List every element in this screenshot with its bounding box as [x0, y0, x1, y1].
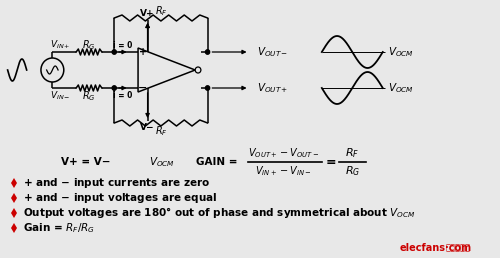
Text: V+ = V−: V+ = V− [61, 157, 110, 167]
Text: Gain = $R_F/R_G$: Gain = $R_F/R_G$ [23, 221, 95, 235]
Text: i = 0: i = 0 [113, 41, 132, 50]
Text: $V_{IN+} - V_{IN-}$: $V_{IN+} - V_{IN-}$ [256, 164, 312, 178]
Text: $V_{IN-}$: $V_{IN-}$ [50, 90, 70, 102]
Text: $\mathbf{+}$ and $\mathbf{-}$ input voltages are equal: $\mathbf{+}$ and $\mathbf{-}$ input volt… [23, 191, 218, 205]
Text: $V_{OUT-}$: $V_{OUT-}$ [257, 45, 288, 59]
Circle shape [112, 50, 116, 54]
Text: $V_{OUT+}$: $V_{OUT+}$ [257, 81, 288, 95]
Text: $V_{OCM}$: $V_{OCM}$ [149, 155, 175, 169]
Text: i = 0: i = 0 [113, 91, 132, 100]
Text: −: − [138, 83, 147, 93]
Text: $R_F$: $R_F$ [345, 146, 360, 160]
Text: $R_F$: $R_F$ [154, 4, 168, 18]
Text: +: + [139, 47, 147, 57]
Text: Output voltages are 180° out of phase and symmetrical about $V_{OCM}$: Output voltages are 180° out of phase an… [23, 206, 415, 221]
Text: $R_G$: $R_G$ [82, 89, 96, 103]
Circle shape [206, 86, 210, 90]
Text: 电子发烧唱: 电子发烧唱 [446, 244, 470, 253]
Text: GAIN =: GAIN = [196, 157, 238, 167]
Text: V+: V+ [140, 9, 155, 18]
Text: $V_{IN+}$: $V_{IN+}$ [50, 39, 70, 51]
Circle shape [112, 86, 116, 90]
Text: $R_G$: $R_G$ [82, 38, 96, 52]
Text: $R_F$: $R_F$ [154, 124, 168, 138]
Text: elecfans·com: elecfans·com [400, 243, 472, 253]
Text: $V_{OCM}$: $V_{OCM}$ [388, 45, 413, 59]
Text: =: = [326, 156, 336, 168]
Text: $\mathbf{+}$ and $\mathbf{-}$ input currents are zero: $\mathbf{+}$ and $\mathbf{-}$ input curr… [23, 176, 210, 190]
Text: $R_G$: $R_G$ [344, 164, 360, 178]
Circle shape [206, 50, 210, 54]
Text: $V_{OUT+} - V_{OUT-}$: $V_{OUT+} - V_{OUT-}$ [248, 146, 320, 160]
Text: V−: V− [140, 124, 155, 133]
Text: $V_{OCM}$: $V_{OCM}$ [388, 81, 413, 95]
